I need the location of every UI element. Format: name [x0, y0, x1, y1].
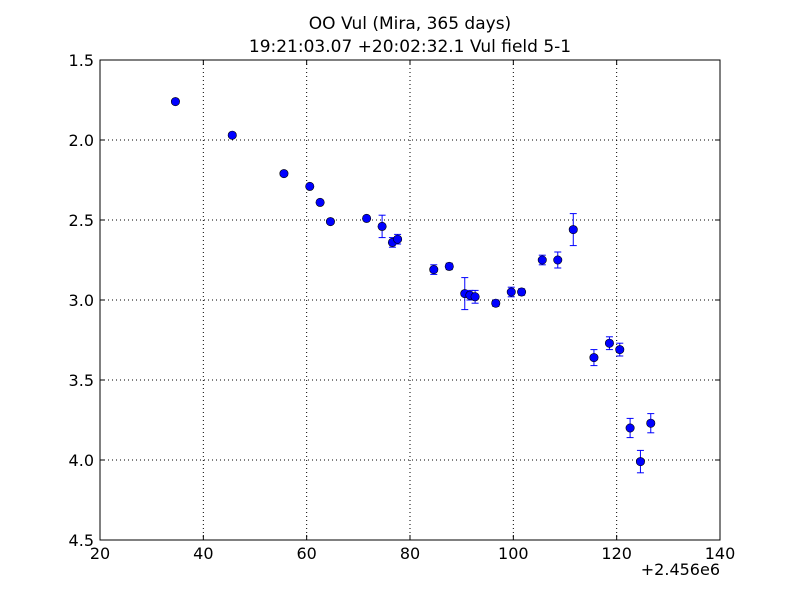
data-point — [444, 261, 454, 271]
point-marker — [393, 234, 403, 244]
grid-lines — [100, 60, 720, 540]
point-marker — [170, 97, 180, 107]
data-point — [279, 169, 289, 179]
point-marker — [517, 287, 527, 297]
point-marker — [635, 457, 645, 467]
x-tick-label: 40 — [193, 544, 213, 563]
data-point — [568, 213, 578, 247]
y-tick-label: 1.5 — [69, 51, 94, 70]
data-point — [491, 298, 501, 308]
point-marker — [537, 255, 547, 265]
data-point — [589, 349, 599, 367]
data-point — [646, 413, 656, 434]
point-marker — [646, 418, 656, 428]
data-point — [553, 251, 563, 269]
chart-title-line-2: 19:21:03.07 +20:02:32.1 Vul field 5-1 — [249, 37, 571, 57]
data-point — [362, 213, 372, 223]
point-marker — [491, 298, 501, 308]
point-marker — [429, 265, 439, 275]
x-tick-label: 80 — [400, 544, 420, 563]
y-tick-label: 4.5 — [69, 531, 94, 550]
data-point — [537, 254, 547, 266]
x-tick-label: 120 — [601, 544, 632, 563]
data-point — [517, 287, 527, 297]
point-marker — [568, 225, 578, 235]
data-point — [377, 214, 387, 239]
point-marker — [305, 181, 315, 191]
x-tick-label: 140 — [705, 544, 736, 563]
x-tick-label: 20 — [90, 544, 110, 563]
x-tick-label: 60 — [296, 544, 316, 563]
point-marker — [362, 213, 372, 223]
point-marker — [377, 221, 387, 231]
data-point — [470, 289, 480, 304]
data-point — [635, 449, 645, 474]
y-tick-label: 3.0 — [69, 291, 94, 310]
data-point — [325, 217, 335, 227]
y-tick-label: 2.5 — [69, 211, 94, 230]
data-points — [170, 97, 656, 474]
data-point — [625, 417, 635, 439]
point-marker — [553, 255, 563, 265]
point-marker — [470, 292, 480, 302]
point-marker — [227, 130, 237, 140]
point-marker — [604, 338, 614, 348]
x-tick-label: 100 — [498, 544, 529, 563]
data-point — [170, 97, 180, 107]
point-marker — [589, 353, 599, 363]
data-point — [305, 181, 315, 191]
point-marker — [615, 345, 625, 355]
data-point — [429, 264, 439, 275]
chart-title-line-1: OO Vul (Mira, 365 days) — [309, 14, 511, 34]
y-tick-label: 4.0 — [69, 451, 94, 470]
data-point — [506, 286, 516, 298]
y-tick-label: 2.0 — [69, 131, 94, 150]
data-point — [315, 197, 325, 207]
point-marker — [444, 261, 454, 271]
y-tick-label: 3.5 — [69, 371, 94, 390]
x-offset-label: +2.456e6 — [641, 560, 720, 579]
data-point — [604, 336, 614, 351]
point-marker — [625, 423, 635, 433]
point-marker — [506, 287, 516, 297]
data-point — [227, 130, 237, 140]
data-point — [615, 342, 625, 357]
point-marker — [315, 197, 325, 207]
point-marker — [325, 217, 335, 227]
axes: 20 40 60 80 100 120 140 1.5 2.0 2.5 3.0 3.5 4.0 4.5 — [69, 51, 736, 563]
data-point — [393, 233, 403, 245]
point-marker — [279, 169, 289, 179]
